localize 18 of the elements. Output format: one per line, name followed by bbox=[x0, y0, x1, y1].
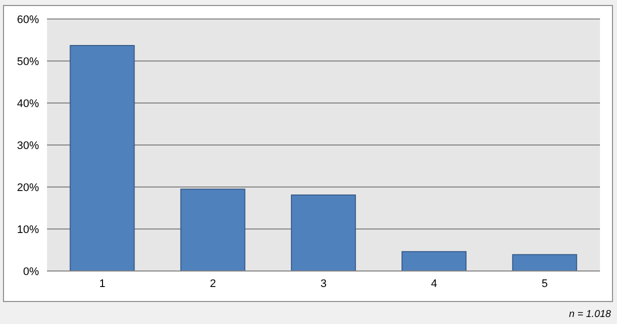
x-tick-label: 4 bbox=[431, 278, 438, 290]
bar bbox=[290, 194, 356, 271]
x-tick-label: 5 bbox=[542, 278, 548, 290]
y-tick-label: 60% bbox=[16, 14, 40, 26]
y-tick-label: 20% bbox=[16, 182, 40, 194]
y-tick-label: 40% bbox=[16, 98, 40, 110]
y-tick-label: 10% bbox=[16, 224, 40, 236]
text: n = 1.018 bbox=[569, 309, 611, 320]
y-tick-label: 0% bbox=[23, 266, 40, 278]
bar bbox=[402, 251, 467, 271]
x-tick-label: 2 bbox=[210, 278, 216, 290]
y-tick-label: 50% bbox=[16, 56, 40, 68]
bar bbox=[180, 188, 246, 271]
x-tick-label: 3 bbox=[320, 278, 327, 290]
x-tick-label: 1 bbox=[99, 278, 106, 290]
bar bbox=[512, 254, 578, 271]
y-tick-label: 30% bbox=[16, 140, 40, 152]
bar bbox=[70, 44, 135, 271]
